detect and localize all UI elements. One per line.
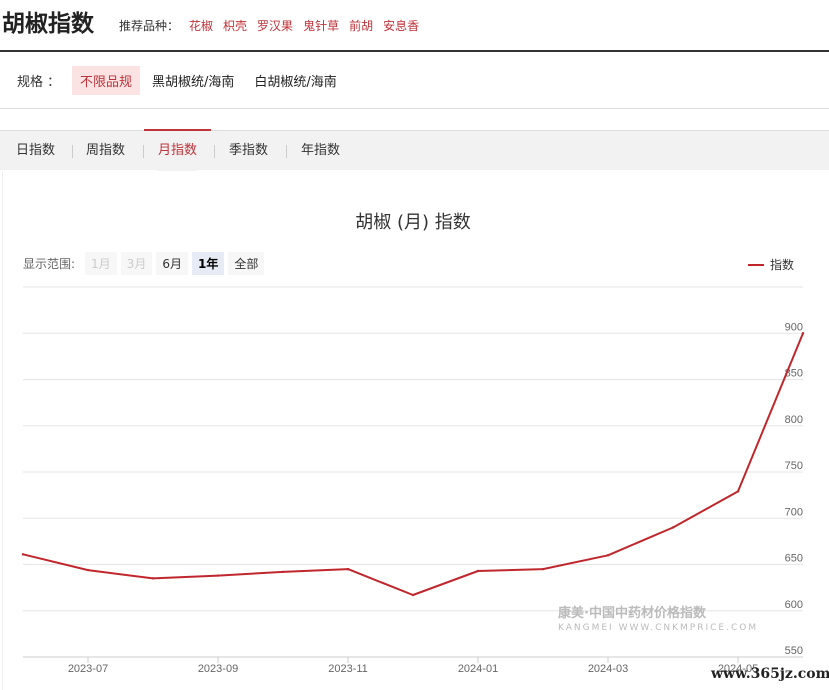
spec-option-black-pepper[interactable]: 黑胡椒统/海南 [152, 75, 235, 90]
data-point [281, 570, 285, 574]
range-selector: 显示范围: 1月 3月 6月 1年 全部 [23, 252, 265, 275]
recommend-link[interactable]: 罗汉果 [257, 19, 294, 33]
data-point [606, 554, 610, 557]
spec-label: 规格 ： [17, 75, 61, 90]
watermark-subtext: KANGMEI WWW.CNKMPRICE.COM [558, 623, 759, 633]
spec-option-white-pepper[interactable]: 白胡椒统/海南 [254, 75, 337, 90]
recommend-bar: 推荐品种： 花椒 枳壳 罗汉果 鬼针草 前胡 安息香 [119, 17, 419, 34]
x-tick-label: 2024-05 [718, 663, 758, 675]
data-point [86, 568, 90, 572]
recommend-link[interactable]: 花椒 [189, 19, 214, 33]
data-point [411, 593, 415, 597]
y-tick-label: 850 [785, 368, 803, 380]
legend-swatch [748, 263, 764, 266]
data-point [21, 553, 25, 556]
tab-divider [286, 145, 287, 158]
tab-divider [214, 145, 215, 158]
data-point [541, 567, 545, 571]
y-tick-label: 600 [785, 599, 803, 611]
watermark: 康美·中国中药材价格指数 KANGMEI WWW.CNKMPRICE.COM [558, 602, 758, 633]
spec-filter: 规格 ： 不限品规 黑胡椒统/海南 白胡椒统/海南 [0, 53, 829, 109]
data-point [476, 569, 480, 573]
data-point [151, 577, 155, 580]
tab-yearly[interactable]: 年指数 [301, 143, 341, 158]
tab-quarterly[interactable]: 季指数 [229, 143, 269, 158]
tab-monthly[interactable]: 月指数 [143, 129, 212, 171]
tab-divider [72, 145, 73, 158]
data-point [671, 526, 675, 529]
y-tick-label: 800 [785, 414, 803, 426]
y-tick-label: 700 [785, 506, 803, 518]
range-button-all[interactable]: 全部 [228, 252, 265, 275]
tab-weekly[interactable]: 周指数 [86, 143, 126, 158]
chart-legend[interactable]: 指数 [748, 256, 794, 273]
y-tick-label: 900 [785, 321, 803, 333]
recommend-link[interactable]: 安息香 [383, 19, 420, 33]
x-tick-label: 2024-03 [588, 663, 628, 675]
y-tick-label: 650 [785, 553, 803, 565]
y-tick-label: 750 [785, 460, 803, 472]
chart-title: 胡椒 (月) 指数 [355, 212, 471, 233]
site-watermark: www.365jz.com [711, 666, 829, 682]
range-label: 显示范围: [23, 257, 76, 271]
recommend-link[interactable]: 鬼针草 [303, 19, 340, 33]
x-tick-label: 2023-09 [198, 663, 238, 675]
x-tick-label: 2023-07 [68, 663, 108, 675]
data-point [736, 490, 740, 493]
data-point [346, 567, 350, 571]
recommend-label: 推荐品种： [119, 19, 180, 33]
tab-daily[interactable]: 日指数 [16, 143, 56, 158]
recommend-link[interactable]: 枳壳 [223, 19, 248, 33]
page-title: 胡椒指数 [2, 11, 94, 37]
x-tick-label: 2024-01 [458, 663, 498, 675]
x-tick-label: 2023-11 [328, 663, 368, 675]
tab-divider [143, 145, 144, 158]
chart-plot: 550 600 650 700 750 800 850 900 2023-07 2023-09 20… [21, 286, 805, 675]
period-tabs: 日指数 周指数 月指数 季指数 年指数 [0, 129, 829, 171]
range-button-1m[interactable]: 1月 [85, 252, 117, 275]
range-button-1y[interactable]: 1年 [191, 252, 225, 275]
chart-panel: 550 600 650 700 750 800 850 900 2023-07 2023-09 20… [2, 172, 829, 690]
watermark-text: 康美·中国中药材价格指数 [558, 606, 706, 621]
data-point [216, 574, 220, 577]
spec-options: 不限品规 黑胡椒统/海南 白胡椒统/海南 [72, 66, 345, 95]
page-header: 胡椒指数 推荐品种： 花椒 枳壳 罗汉果 鬼针草 前胡 安息香 [0, 0, 829, 52]
range-button-6m[interactable]: 6月 [156, 252, 188, 275]
data-point [801, 332, 805, 335]
range-button-3m[interactable]: 3月 [120, 252, 153, 275]
recommend-link[interactable]: 前胡 [349, 19, 374, 33]
y-tick-label: 550 [785, 645, 803, 657]
series-line [22, 332, 804, 596]
legend-label: 指数 [770, 258, 795, 272]
spec-option-all[interactable]: 不限品规 [72, 66, 141, 95]
recommend-links: 花椒 枳壳 罗汉果 鬼针草 前胡 安息香 [189, 17, 419, 34]
